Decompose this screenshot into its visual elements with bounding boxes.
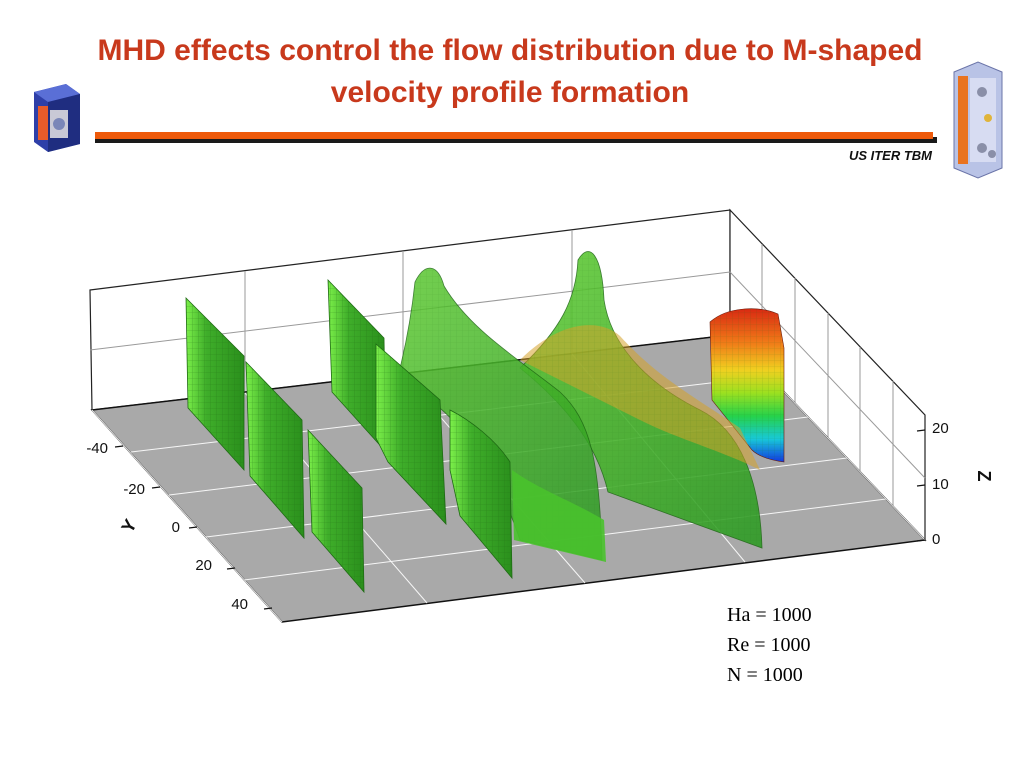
y-axis-title: Y	[117, 516, 140, 536]
reynolds-number: Re = 1000	[727, 634, 811, 656]
flow-parameters: Ha = 1000 Re = 1000 N = 1000	[727, 600, 812, 690]
y-tick-label: 0	[172, 519, 180, 536]
z-tick-label: 20	[932, 420, 949, 437]
z-axis-title: Z	[974, 471, 994, 482]
y-tick-label: 40	[231, 596, 248, 613]
title-rule	[95, 132, 933, 139]
z-tick-label: 0	[932, 531, 940, 548]
hartmann-number: Ha = 1000	[727, 604, 812, 626]
velocity-surface-group	[185, 251, 785, 594]
y-tick-label: -20	[123, 481, 145, 498]
interaction-parameter: N = 1000	[727, 664, 803, 686]
tagline: US ITER TBM	[848, 148, 932, 163]
tbm-assembly-logo-icon	[953, 61, 1003, 179]
title-rule-shadow	[95, 137, 937, 143]
y-tick-label: 20	[195, 557, 212, 574]
slide-title: MHD effects control the flow distributio…	[97, 34, 923, 109]
tbm-module-logo-icon	[34, 84, 80, 152]
y-tick-label: -40	[86, 440, 108, 457]
z-tick-label: 10	[932, 476, 949, 493]
